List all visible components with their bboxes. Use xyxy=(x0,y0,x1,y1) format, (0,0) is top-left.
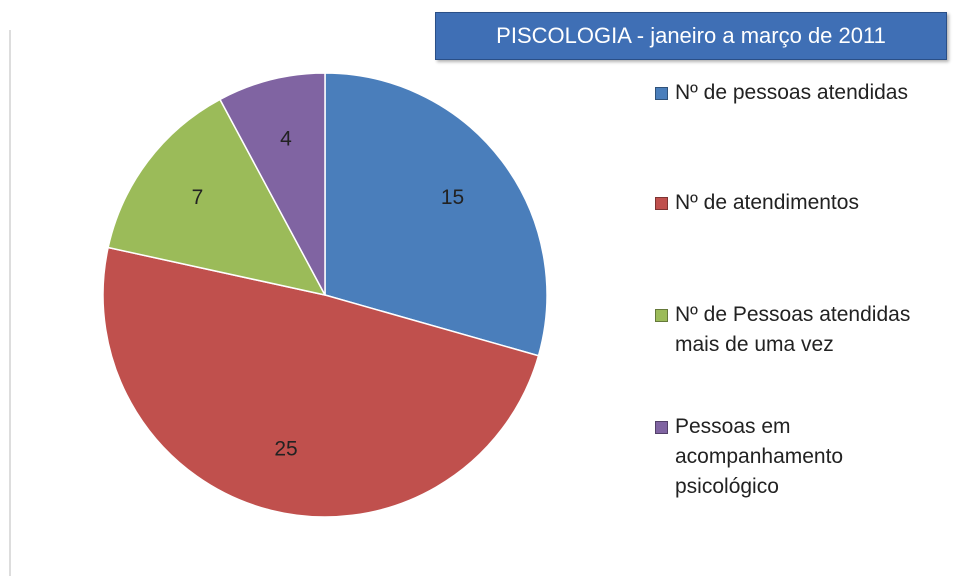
legend-item: Nº de pessoas atendidas xyxy=(655,78,945,108)
chart-title: PISCOLOGIA - janeiro a março de 2011 xyxy=(435,12,947,60)
pie-slice xyxy=(324,72,548,357)
legend-item: Nº de Pessoas atendidas mais de uma vez xyxy=(655,300,945,360)
legend-label: Nº de Pessoas atendidas mais de uma vez xyxy=(675,303,911,356)
legend-swatch xyxy=(655,309,668,322)
pie-slice xyxy=(107,98,327,297)
legend-swatch xyxy=(655,87,668,100)
pie-slice xyxy=(102,246,540,518)
pie-slice xyxy=(218,72,326,296)
data-label: 25 xyxy=(274,438,297,461)
data-label: 7 xyxy=(192,186,204,209)
data-label: 4 xyxy=(280,128,292,151)
legend-swatch xyxy=(655,197,668,210)
legend-item: Nº de atendimentos xyxy=(655,188,945,218)
legend-label: Pessoas em acompanhamento psicológico xyxy=(675,415,844,498)
data-label: 15 xyxy=(441,186,464,209)
legend-item: Pessoas em acompanhamento psicológico xyxy=(655,412,945,502)
legend-swatch xyxy=(655,421,668,434)
legend-label: Nº de atendimentos xyxy=(675,191,859,214)
legend-label: Nº de pessoas atendidas xyxy=(675,81,908,104)
